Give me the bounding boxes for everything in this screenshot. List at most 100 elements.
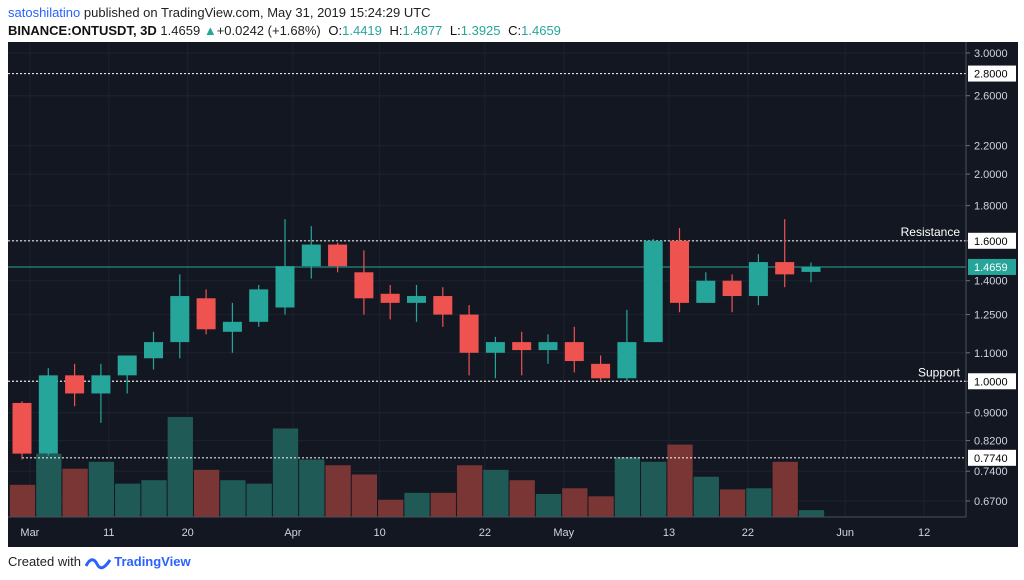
volume-bar: [562, 488, 588, 517]
price-axis-label: 3.0000: [974, 48, 1008, 60]
candle-body: [222, 321, 242, 332]
volume-bar: [772, 461, 798, 517]
volume-bar: [404, 492, 430, 517]
ohlc-line: BINANCE:ONTUSDT, 3D 1.4659 ▲+0.0242 (+1.…: [8, 22, 1008, 40]
price-axis-label: 1.4000: [974, 276, 1008, 288]
low-label: L:: [449, 23, 461, 38]
candle-body: [670, 240, 689, 303]
volume-bar: [798, 510, 825, 517]
high-label: H:: [389, 23, 403, 38]
time-axis-label: 22: [742, 527, 754, 539]
low-value: 1.3925: [460, 23, 501, 38]
close-label: C:: [508, 23, 522, 38]
volume-bar: [588, 496, 614, 517]
volume-bar: [693, 476, 719, 517]
publish-line: satoshilatino published on TradingView.c…: [8, 4, 1008, 22]
volume-bar: [88, 461, 115, 517]
volume-bar: [141, 480, 167, 517]
candle-body: [91, 375, 111, 394]
candle-body: [117, 355, 137, 376]
level-price-label: 0.7740: [974, 453, 1008, 465]
volume-bar: [167, 416, 193, 517]
volume-bar: [220, 480, 246, 517]
time-axis-label: 12: [918, 527, 930, 539]
time-axis-label: Mar: [20, 527, 39, 539]
symbol-label: BINANCE:ONTUSDT, 3D: [8, 23, 157, 38]
last-price: 1.4659: [160, 23, 201, 38]
volume-bar: [299, 459, 325, 517]
price-axis-label: 0.9000: [974, 408, 1008, 420]
volume-bar: [36, 453, 62, 517]
publish-info: published on TradingView.com, May 31, 20…: [83, 5, 431, 20]
price-axis-label: 1.2500: [974, 310, 1008, 322]
candle-body: [354, 272, 374, 299]
price-axis-label: 2.6000: [974, 91, 1008, 103]
volume-bar: [325, 465, 351, 517]
time-axis-label: May: [553, 527, 574, 539]
price-axis-label: 2.0000: [974, 169, 1008, 181]
volume-bar: [719, 489, 746, 517]
candle-body: [485, 342, 505, 353]
level-price-tag: [968, 65, 1016, 82]
price-axis-label: 0.6700: [974, 496, 1008, 508]
time-axis-label: 13: [663, 527, 675, 539]
volume-bar: [641, 461, 667, 517]
volume-bar: [193, 469, 220, 517]
volume-bar: [115, 483, 141, 517]
volume-bar: [509, 480, 535, 517]
level-price-tag: [968, 232, 1016, 249]
candle-body: [433, 296, 453, 315]
volume-bar: [667, 444, 693, 517]
tradingview-logo-icon: [84, 557, 111, 569]
up-arrow-icon: ▲: [203, 23, 217, 38]
open-label: O:: [328, 23, 343, 38]
candle-body: [459, 314, 479, 353]
candle-body: [748, 262, 768, 297]
time-axis-label: 22: [479, 527, 491, 539]
candle-body: [775, 262, 795, 275]
tradingview-brand[interactable]: TradingView: [114, 554, 191, 569]
candle-body: [380, 293, 400, 303]
price-axis-label: 0.7400: [974, 466, 1008, 478]
price-chart[interactable]: 3.0000 2.6000 2.2000 2.0000 1.8000 1.6000 1.40…: [8, 42, 1018, 547]
candle-body: [301, 244, 321, 267]
volume-bar: [456, 465, 483, 517]
volume-bar: [483, 469, 509, 517]
volume-bar: [351, 474, 378, 517]
level-price-tag: [968, 373, 1016, 390]
candle-body: [696, 280, 716, 303]
price-change: +0.0242 (+1.68%): [216, 23, 321, 38]
price-axis-label: 1.8000: [974, 201, 1008, 213]
volume-bar: [62, 468, 88, 517]
candle-body: [591, 363, 611, 379]
volume-bar: [9, 484, 36, 517]
created-with-label: Created with: [8, 554, 81, 569]
volume-bar: [430, 492, 456, 517]
chart-header: satoshilatino published on TradingView.c…: [8, 4, 1008, 40]
price-axis-label: 2.2000: [974, 141, 1008, 153]
last-price-label: 1.4659: [974, 262, 1008, 274]
candle-body: [617, 342, 637, 379]
candle-body: [722, 280, 742, 297]
candle-body: [564, 342, 584, 362]
candle-body: [512, 342, 532, 351]
level-price-label: 2.8000: [974, 69, 1008, 81]
candle-body: [12, 402, 32, 454]
volume-bar: [246, 483, 272, 517]
time-axis-label: Apr: [284, 527, 301, 539]
candle-body: [170, 296, 190, 343]
candle-body: [196, 298, 216, 330]
price-axis-label: 1.1000: [974, 348, 1008, 360]
time-axis-label: 20: [182, 527, 194, 539]
candle-body: [65, 375, 85, 394]
candle-body: [538, 342, 558, 351]
author-link[interactable]: satoshilatino: [8, 5, 81, 20]
candle-body: [407, 296, 426, 303]
candle-body: [801, 266, 821, 272]
open-value: 1.4419: [342, 23, 382, 38]
time-axis-label: 10: [374, 527, 386, 539]
time-axis-label: 11: [103, 527, 114, 539]
level-price-label: 1.0000: [974, 376, 1008, 388]
level-price-label: 1.6000: [974, 236, 1008, 248]
candle-body: [249, 289, 269, 322]
